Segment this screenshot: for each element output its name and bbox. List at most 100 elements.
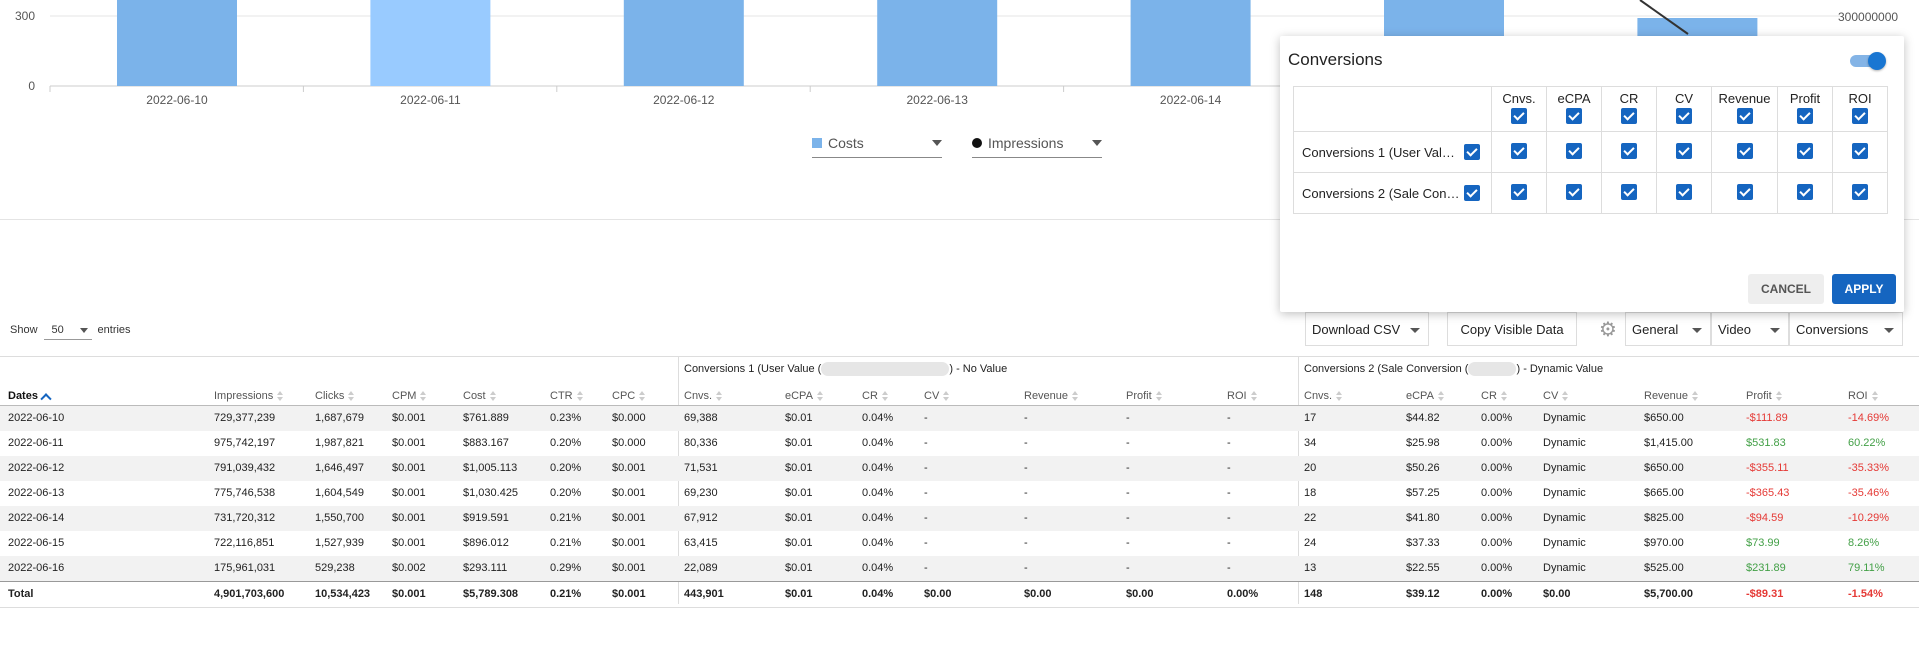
cell-checkbox[interactable]: [1832, 131, 1888, 173]
table-cell: 0.04%: [862, 437, 894, 449]
legend-impressions[interactable]: Impressions: [972, 128, 1102, 158]
checkbox-checked-icon[interactable]: [1621, 183, 1637, 200]
checkbox-checked-icon[interactable]: [1566, 108, 1582, 124]
bar-2022-06-14[interactable]: [1130, 0, 1251, 86]
checkbox-checked-icon[interactable]: [1852, 108, 1868, 124]
checkbox-checked-icon[interactable]: [1736, 142, 1753, 159]
col-cr[interactable]: CR: [1601, 86, 1657, 132]
sort-icon: [1871, 391, 1880, 401]
column-header[interactable]: CR: [862, 390, 890, 402]
entries-select[interactable]: 50: [43, 320, 92, 340]
column-header[interactable]: Profit: [1746, 390, 1784, 402]
conversions-select[interactable]: Conversions: [1789, 312, 1903, 346]
column-header[interactable]: CV: [924, 390, 951, 402]
checkbox-checked-icon[interactable]: [1464, 144, 1480, 161]
checkbox-checked-icon[interactable]: [1797, 142, 1813, 159]
checkbox-checked-icon[interactable]: [1566, 183, 1582, 200]
column-header[interactable]: ROI: [1848, 390, 1880, 402]
column-header[interactable]: CR: [1481, 390, 1509, 402]
cell-checkbox[interactable]: [1777, 172, 1833, 214]
checkbox-checked-icon[interactable]: [1511, 142, 1527, 159]
checkbox-checked-icon[interactable]: [1676, 183, 1692, 200]
table-cell: 60.22%: [1848, 437, 1886, 449]
checkbox-checked-icon[interactable]: [1566, 142, 1582, 159]
table-cell: -35.33%: [1848, 462, 1889, 474]
chevron-down-icon: [1092, 139, 1102, 146]
table-cell: -$365.43: [1746, 487, 1790, 499]
col-profit[interactable]: Profit: [1777, 86, 1833, 132]
general-select[interactable]: General: [1625, 312, 1711, 346]
cancel-button[interactable]: CANCEL: [1748, 274, 1824, 304]
checkbox-checked-icon[interactable]: [1852, 142, 1868, 159]
download-csv-select[interactable]: Download CSV: [1305, 312, 1429, 346]
column-header[interactable]: CPM: [392, 390, 428, 402]
table-cell: -: [1227, 437, 1231, 449]
cell-checkbox[interactable]: [1777, 131, 1833, 173]
column-header[interactable]: Clicks: [315, 390, 356, 402]
cell-checkbox[interactable]: [1601, 172, 1657, 214]
table-cell: 0.04%: [862, 588, 894, 600]
checkbox-checked-icon[interactable]: [1621, 108, 1637, 124]
bar-2022-06-11[interactable]: [370, 0, 491, 86]
col-label: CR: [1619, 91, 1639, 106]
conversion-row-2: Conversions 2 (Sale Conversion (: [1293, 172, 1888, 214]
cell-checkbox[interactable]: [1546, 131, 1602, 173]
column-header[interactable]: CPC: [612, 390, 647, 402]
gear-icon[interactable]: ⚙: [1599, 318, 1617, 341]
column-header-label: Revenue: [1024, 390, 1069, 402]
checkbox-checked-icon[interactable]: [1511, 108, 1527, 124]
column-header[interactable]: eCPA: [785, 390, 825, 402]
sort-icon: [576, 391, 585, 401]
col-cv[interactable]: CV: [1656, 86, 1712, 132]
impressions-line[interactable]: [1639, 0, 1689, 35]
column-header[interactable]: Profit: [1126, 390, 1164, 402]
checkbox-checked-icon[interactable]: [1511, 183, 1527, 200]
col-cnvs[interactable]: Cnvs.: [1491, 86, 1547, 132]
conversions-toggle[interactable]: [1850, 52, 1886, 70]
column-header[interactable]: CV: [1543, 390, 1570, 402]
column-header[interactable]: Revenue: [1644, 390, 1700, 402]
column-header[interactable]: Impressions: [214, 390, 285, 402]
bar-2022-06-12[interactable]: [623, 0, 744, 86]
column-header[interactable]: ROI: [1227, 390, 1259, 402]
column-header[interactable]: Cnvs.: [1304, 390, 1344, 402]
column-header[interactable]: Cnvs.: [684, 390, 724, 402]
column-header-label: ROI: [1848, 390, 1868, 402]
bar-2022-06-10[interactable]: [117, 0, 237, 86]
cell-checkbox[interactable]: [1656, 172, 1712, 214]
conversions-dialog: Conversions Cnvs. eCPA CR CV Revenue Pro…: [1280, 36, 1904, 312]
col-ecpa[interactable]: eCPA: [1546, 86, 1602, 132]
cell-checkbox[interactable]: [1491, 131, 1547, 173]
cell-checkbox[interactable]: [1711, 172, 1778, 214]
checkbox-checked-icon[interactable]: [1797, 183, 1813, 200]
legend-costs[interactable]: Costs: [812, 128, 942, 158]
checkbox-checked-icon[interactable]: [1736, 183, 1753, 200]
cell-checkbox[interactable]: [1601, 131, 1657, 173]
checkbox-checked-icon[interactable]: [1797, 108, 1813, 124]
copy-visible-data-label: Copy Visible Data: [1460, 321, 1564, 337]
checkbox-checked-icon[interactable]: [1676, 142, 1692, 159]
video-select[interactable]: Video: [1711, 312, 1789, 346]
apply-button[interactable]: APPLY: [1832, 274, 1896, 304]
column-header[interactable]: CTR: [550, 390, 585, 402]
column-header-label: Cnvs.: [1304, 390, 1333, 402]
copy-visible-data-button[interactable]: Copy Visible Data: [1447, 312, 1577, 346]
col-revenue[interactable]: Revenue: [1711, 86, 1778, 132]
cell-checkbox[interactable]: [1656, 131, 1712, 173]
checkbox-checked-icon[interactable]: [1676, 108, 1692, 124]
column-header[interactable]: Cost: [463, 390, 498, 402]
cell-checkbox[interactable]: [1711, 131, 1778, 173]
bar-2022-06-13[interactable]: [877, 0, 998, 86]
checkbox-checked-icon[interactable]: [1736, 108, 1753, 124]
checkbox-checked-icon[interactable]: [1621, 142, 1637, 159]
cell-checkbox[interactable]: [1832, 172, 1888, 214]
cell-checkbox[interactable]: [1491, 172, 1547, 214]
checkbox-checked-icon[interactable]: [1464, 185, 1480, 202]
col-roi[interactable]: ROI: [1832, 86, 1888, 132]
column-header[interactable]: Revenue: [1024, 390, 1080, 402]
table-cell: 0.00%: [1481, 487, 1513, 499]
cell-checkbox[interactable]: [1546, 172, 1602, 214]
checkbox-checked-icon[interactable]: [1852, 183, 1868, 200]
column-header[interactable]: Dates: [8, 390, 52, 405]
column-header[interactable]: eCPA: [1406, 390, 1446, 402]
